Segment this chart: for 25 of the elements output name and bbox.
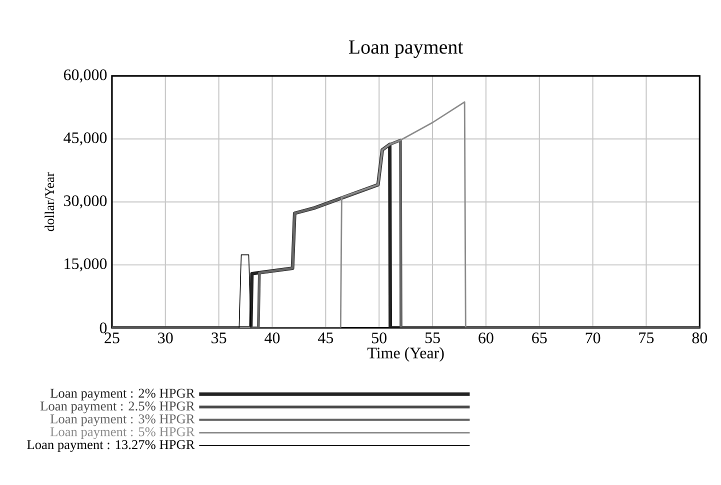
text: Loan payment : 5% HPGR xyxy=(50,427,195,439)
x-tick-label: 55 xyxy=(425,332,440,344)
chart-title: Loan payment xyxy=(348,40,464,58)
text: Loan payment : 2% HPGR xyxy=(50,388,195,400)
text: Loan payment : 13.27% HPGR xyxy=(27,440,195,452)
x-tick-label: 80 xyxy=(692,332,708,344)
x-tick-label: 70 xyxy=(586,332,600,344)
x-tick-label: 40 xyxy=(264,332,280,344)
x-tick-label: 25 xyxy=(104,332,120,344)
x-tick-label: 60 xyxy=(478,332,494,344)
x-tick-label: 75 xyxy=(639,332,654,344)
y-tick-label: 30,000 xyxy=(64,195,107,208)
x-tick-label: 35 xyxy=(212,332,226,344)
x-tick-label: 30 xyxy=(158,332,173,344)
y-tick-label: 15,000 xyxy=(64,258,107,272)
x-axis-title: Time (Year) xyxy=(367,347,444,362)
x-tick-label: 65 xyxy=(532,332,547,344)
x-tick-label: 45 xyxy=(318,332,334,344)
y-tick-label: 60,000 xyxy=(64,69,107,82)
y-axis-title: dollar/Year xyxy=(44,172,54,232)
x-tick-label: 50 xyxy=(372,332,386,344)
y-tick-label: 45,000 xyxy=(64,132,107,146)
text: Loan payment : 3% HPGR xyxy=(50,414,195,426)
text: Loan payment : 2.5% HPGR xyxy=(40,402,195,414)
y-tick-label: 0 xyxy=(100,322,107,334)
